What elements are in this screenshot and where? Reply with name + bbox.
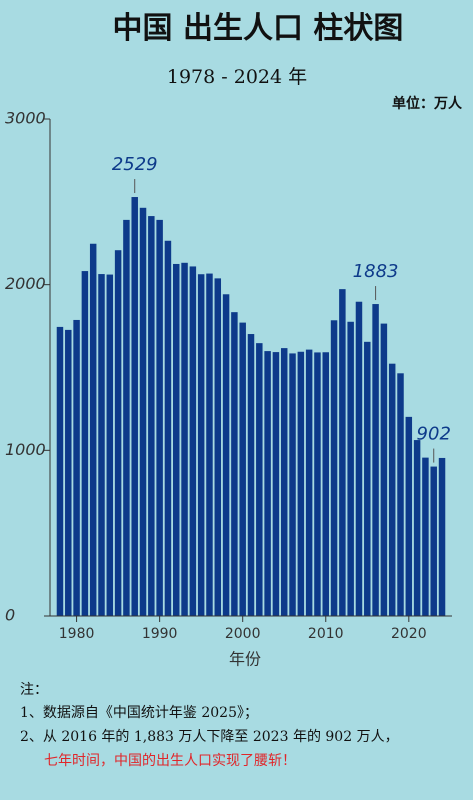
bar	[164, 240, 172, 616]
bar	[56, 326, 64, 616]
note-heading: 注：	[20, 682, 48, 698]
x-tick-label: 2010	[308, 626, 344, 642]
value-label: 902	[417, 424, 451, 445]
note-line: 1、数据源自《中国统计年鉴 2025》；	[20, 705, 258, 721]
bar	[139, 207, 147, 616]
bar	[98, 274, 105, 616]
bar	[189, 266, 197, 616]
bar	[73, 319, 80, 616]
bar	[314, 352, 321, 616]
y-tick-label: 3000	[5, 109, 46, 128]
bar	[297, 351, 305, 616]
x-tick-label: 2000	[225, 626, 261, 642]
bar	[305, 349, 313, 616]
y-tick-label: 2000	[5, 274, 46, 293]
chart-subtitle: 1978 - 2024 年	[167, 66, 307, 88]
bar	[388, 363, 396, 616]
bar	[422, 457, 429, 616]
value-label: 2529	[112, 154, 158, 175]
bar	[405, 416, 413, 616]
bar	[231, 312, 238, 616]
bar	[322, 352, 329, 616]
bar	[347, 321, 354, 616]
bar	[413, 440, 421, 616]
bar	[65, 329, 72, 616]
bar	[123, 219, 130, 617]
unit-label: 单位：万人	[392, 95, 463, 112]
bar	[239, 322, 246, 616]
y-tick-label: 1000	[5, 440, 46, 459]
x-tick-label: 1990	[142, 626, 178, 642]
bar	[380, 323, 388, 616]
y-tick-label: 0	[5, 606, 15, 625]
note-line: 2、从 2016 年的 1,883 万人下降至 2023 年的 902 万人，	[20, 729, 399, 745]
bar	[372, 304, 379, 616]
bar	[156, 219, 163, 617]
bar	[247, 334, 255, 616]
bar	[206, 273, 213, 616]
bar	[330, 320, 338, 616]
bar	[148, 216, 155, 616]
chart-title: 中国 出生人口 柱状图	[113, 11, 404, 46]
bar	[214, 278, 222, 616]
bar	[81, 271, 89, 616]
bar	[438, 457, 446, 616]
bar	[131, 197, 138, 617]
bar	[397, 373, 404, 616]
bar	[106, 274, 114, 616]
bar	[339, 289, 346, 616]
bar	[89, 243, 97, 616]
value-label: 1883	[353, 261, 399, 282]
x-axis-label: 年份	[229, 650, 261, 669]
bar	[264, 351, 271, 616]
note-line: 七年时间，中国的出生人口实现了腰斩！	[44, 753, 296, 769]
bar	[280, 348, 288, 616]
bar	[181, 262, 188, 616]
x-tick-label: 1980	[59, 626, 95, 642]
bar	[114, 250, 122, 616]
bar	[430, 466, 437, 616]
bar	[222, 294, 230, 616]
bar	[289, 353, 296, 616]
bar	[197, 274, 205, 616]
bar	[173, 263, 180, 616]
bar	[355, 301, 363, 616]
bar	[364, 341, 371, 616]
x-tick-label: 2020	[391, 626, 427, 642]
bar	[256, 343, 263, 616]
bar	[272, 352, 280, 616]
